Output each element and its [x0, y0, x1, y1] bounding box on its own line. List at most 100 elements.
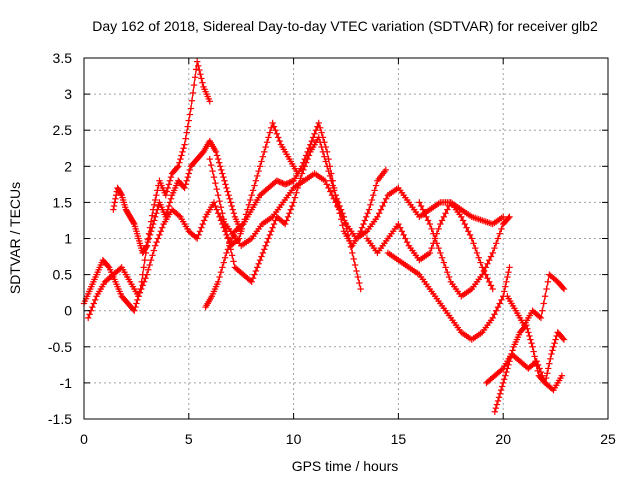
data-point [325, 167, 332, 175]
data-point [174, 164, 181, 171]
data-point [479, 271, 486, 278]
data-point [493, 307, 500, 314]
data-point [132, 303, 139, 311]
data-point [321, 153, 328, 160]
y-tick-label: 2 [64, 158, 72, 174]
data-point [500, 379, 507, 387]
data-series-sat-d [202, 119, 390, 311]
data-point [283, 180, 290, 187]
data-point [185, 117, 192, 124]
data-point [213, 206, 220, 213]
data-point [498, 225, 505, 233]
data-point [265, 134, 272, 141]
data-point [318, 143, 325, 151]
data-series-sat-f [217, 170, 507, 249]
data-point [219, 170, 226, 177]
data-point [269, 119, 276, 127]
data-point [112, 195, 119, 202]
data-point [165, 181, 173, 188]
data-point [487, 253, 495, 260]
data-point [192, 66, 200, 73]
data-point [147, 228, 155, 235]
data-point [176, 159, 183, 166]
data-point [298, 170, 306, 177]
data-point [334, 202, 341, 210]
data-point [321, 177, 329, 184]
data-point [135, 293, 142, 300]
data-point [214, 155, 222, 163]
data-point [498, 296, 505, 304]
data-point [90, 300, 97, 307]
data-point [263, 238, 271, 246]
data-point [426, 220, 434, 228]
data-point [351, 261, 359, 269]
data-point [255, 260, 262, 267]
data-point [546, 360, 553, 367]
data-point [311, 130, 318, 138]
data-point [484, 275, 491, 282]
data-point [270, 220, 278, 228]
data-point [219, 264, 226, 271]
y-tick-label: -1.5 [48, 411, 72, 427]
data-point [157, 228, 165, 235]
data-point [142, 243, 150, 251]
data-point [361, 217, 369, 224]
data-point [501, 376, 508, 383]
data-point [140, 278, 148, 286]
data-point [354, 273, 362, 281]
data-point [337, 210, 344, 217]
data-point [220, 173, 227, 181]
data-point [398, 228, 406, 235]
data-series-sat-k [483, 350, 566, 394]
x-tick-label: 10 [286, 431, 302, 447]
data-point [530, 348, 537, 355]
data-point [154, 187, 161, 194]
data-point [377, 206, 385, 213]
data-point [423, 213, 430, 221]
data-point [149, 220, 157, 228]
data-point [381, 199, 388, 206]
data-point [196, 66, 203, 74]
data-point [193, 235, 201, 242]
data-point [153, 238, 160, 246]
data-point [263, 139, 271, 146]
data-point [544, 278, 552, 286]
data-point [470, 240, 477, 247]
data-point [459, 217, 467, 224]
data-point [191, 74, 199, 81]
y-tick-label: 1 [64, 231, 72, 247]
data-point [212, 148, 220, 156]
data-point [145, 266, 152, 273]
data-point [290, 199, 297, 206]
data-point [440, 259, 448, 266]
data-point [308, 137, 315, 145]
data-point [552, 336, 559, 343]
data-point [252, 177, 260, 184]
data-point [190, 81, 198, 89]
data-point [437, 249, 444, 257]
data-point [206, 98, 213, 105]
data-point [196, 228, 204, 235]
data-point [198, 224, 205, 231]
data-point [498, 366, 506, 373]
data-point [149, 252, 156, 259]
data-point [255, 167, 262, 175]
x-tick-label: 20 [495, 431, 511, 447]
data-point [224, 234, 232, 241]
data-point [138, 285, 145, 293]
data-point [226, 240, 233, 247]
data-point [537, 314, 545, 322]
data-point [341, 217, 348, 224]
data-point [304, 155, 311, 163]
data-point [84, 314, 92, 322]
data-point [199, 220, 206, 228]
data-point [440, 213, 448, 221]
data-point [319, 148, 327, 156]
data-point [395, 220, 402, 228]
data-point [444, 268, 451, 276]
y-tick-label: 2.5 [53, 122, 73, 138]
data-point [416, 199, 423, 206]
data-point [186, 111, 194, 118]
data-point [238, 222, 246, 229]
data-point [181, 184, 188, 192]
